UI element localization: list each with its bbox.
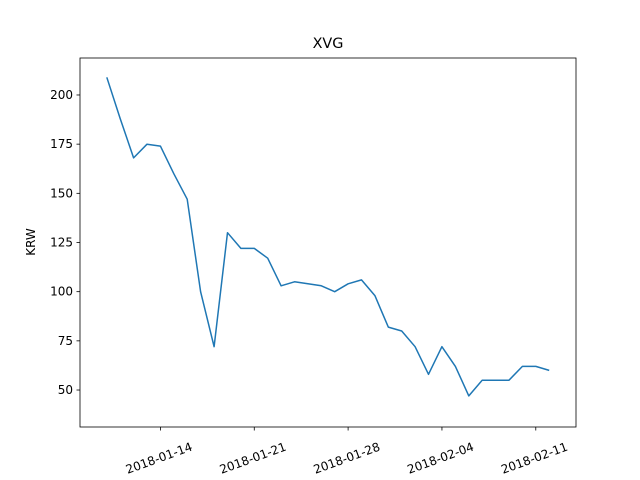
y-tick-label: 200 xyxy=(50,88,73,102)
chart-title: XVG xyxy=(313,36,344,52)
y-tick-label: 100 xyxy=(50,285,73,299)
y-tick-label: 150 xyxy=(50,186,73,200)
plot-frame xyxy=(79,57,577,428)
y-tick-label: 50 xyxy=(58,383,73,397)
data-line xyxy=(106,77,550,397)
y-tick-label: 175 xyxy=(50,137,73,151)
y-tick-label: 125 xyxy=(50,236,73,250)
y-tick-label: 75 xyxy=(58,334,73,348)
y-axis-label: KRW xyxy=(24,228,38,256)
